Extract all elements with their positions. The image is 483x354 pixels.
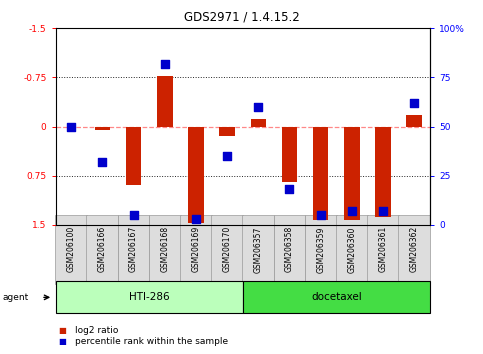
Point [255,104,262,110]
Point [348,208,356,214]
Bar [375,126,391,217]
Text: HTI-286: HTI-286 [129,292,170,302]
Point [129,212,137,218]
Point [411,100,418,106]
Text: ■: ■ [58,326,66,336]
Bar [157,76,172,126]
Text: log2 ratio: log2 ratio [75,326,118,336]
Text: percentile rank within the sample: percentile rank within the sample [75,337,228,346]
Point [99,159,106,165]
Bar [251,119,266,126]
Bar [344,126,360,219]
Point [285,187,293,192]
Point [67,124,75,129]
Bar [313,126,328,219]
Text: agent: agent [2,293,28,302]
Text: GDS2971 / 1.4.15.2: GDS2971 / 1.4.15.2 [184,11,299,24]
Text: docetaxel: docetaxel [311,292,362,302]
Bar [219,126,235,136]
Bar [407,115,422,126]
Bar [126,126,142,185]
Bar [95,126,110,130]
Point [192,216,200,222]
Text: ■: ■ [58,337,66,346]
Point [161,61,169,67]
Bar [282,126,298,182]
Point [223,153,231,159]
Point [379,208,387,214]
Point [317,212,325,218]
Bar [188,126,204,223]
